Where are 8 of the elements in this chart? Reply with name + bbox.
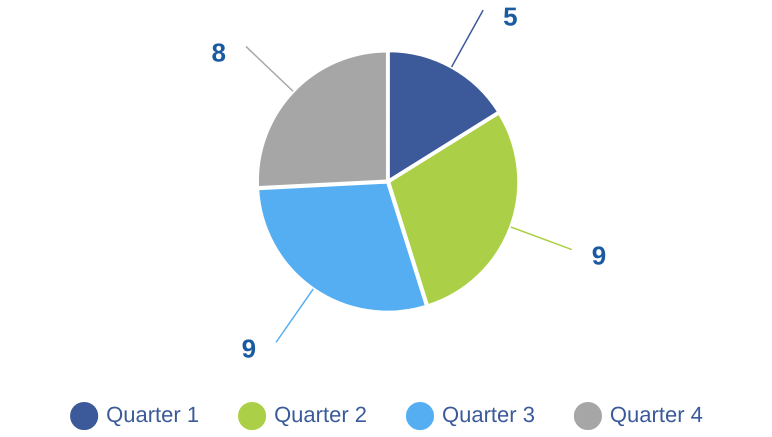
legend-label: Quarter 1	[106, 402, 200, 428]
data-label: 8	[211, 38, 226, 68]
data-label: 9	[592, 240, 606, 271]
legend-label: Quarter 4	[610, 402, 703, 428]
data-label: 5	[503, 1, 518, 32]
legend-label: Quarter 2	[274, 402, 368, 428]
data-label: 9	[242, 334, 256, 364]
legend-label: Quarter 3	[442, 402, 535, 428]
